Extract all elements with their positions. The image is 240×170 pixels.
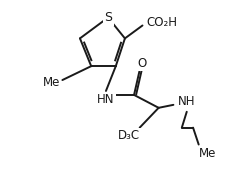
Text: CO₂H: CO₂H xyxy=(146,16,177,29)
Text: Me: Me xyxy=(42,75,60,89)
Text: S: S xyxy=(104,11,112,24)
Text: Me: Me xyxy=(199,147,216,160)
Text: O: O xyxy=(138,57,147,70)
Text: NH: NH xyxy=(178,95,195,108)
Text: HN: HN xyxy=(97,93,115,106)
Text: D₃C: D₃C xyxy=(118,129,140,142)
